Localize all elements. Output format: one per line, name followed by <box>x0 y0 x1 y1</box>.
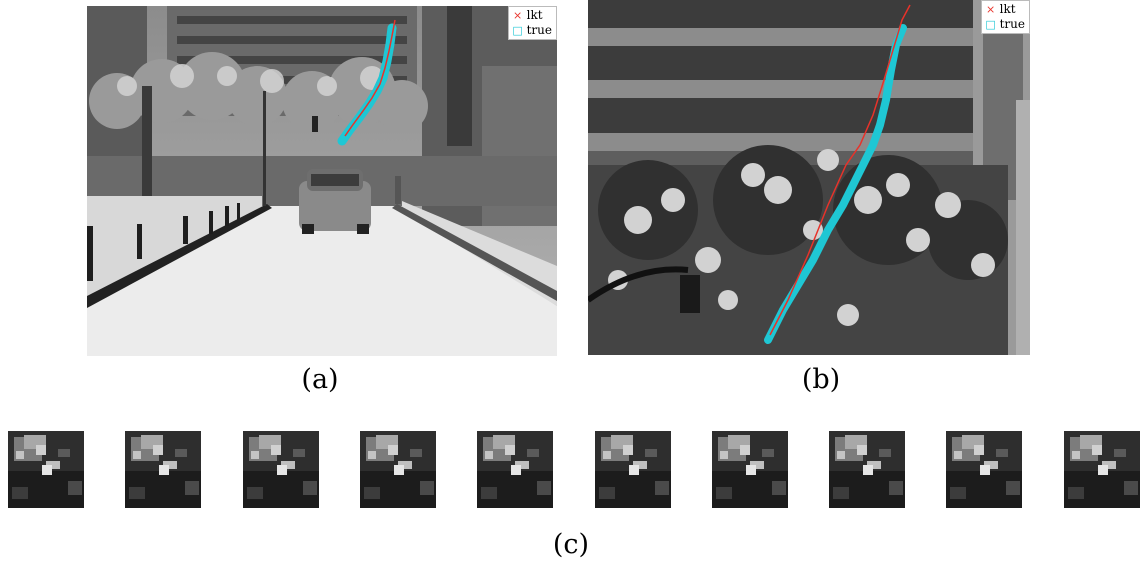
image-patch <box>946 431 1022 508</box>
car-shape <box>299 169 371 234</box>
image-patch <box>477 431 553 508</box>
legend-label: true <box>526 23 552 37</box>
panel-b-zoomed-image: × lkt □ true <box>588 0 1030 355</box>
legend-entry-lkt: × lkt <box>986 2 1025 17</box>
true-marker-icon: □ <box>985 18 996 31</box>
true-trajectory-line <box>764 24 907 344</box>
legend-label: true <box>999 17 1025 31</box>
legend-entry-true: □ true <box>512 23 552 38</box>
image-patch <box>712 431 788 508</box>
zoomed-scene <box>588 0 1030 355</box>
lkt-marker-icon: × <box>513 9 523 22</box>
image-patch <box>8 431 84 508</box>
true-marker-icon: □ <box>512 24 523 37</box>
caption-c: (c) <box>552 529 590 560</box>
image-patch <box>595 431 671 508</box>
legend-a: × lkt □ true <box>507 6 557 40</box>
legend-label: lkt <box>999 2 1016 16</box>
panel-a-street-image: × lkt □ true <box>87 6 557 356</box>
caption-b: (b) <box>801 364 841 395</box>
image-patch <box>829 431 905 508</box>
lkt-marker-icon: × <box>986 3 996 16</box>
image-patch <box>243 431 319 508</box>
lkt-trajectory-line <box>344 19 396 137</box>
legend-b: × lkt □ true <box>980 0 1030 34</box>
lkt-trajectory-line <box>769 4 911 336</box>
image-patch <box>1064 431 1140 508</box>
legend-entry-lkt: × lkt <box>513 8 552 23</box>
caption-a: (a) <box>301 364 339 395</box>
image-patch <box>360 431 436 508</box>
image-patch <box>125 431 201 508</box>
legend-label: lkt <box>526 8 543 22</box>
street-scene <box>87 6 557 356</box>
legend-entry-true: □ true <box>985 17 1025 32</box>
